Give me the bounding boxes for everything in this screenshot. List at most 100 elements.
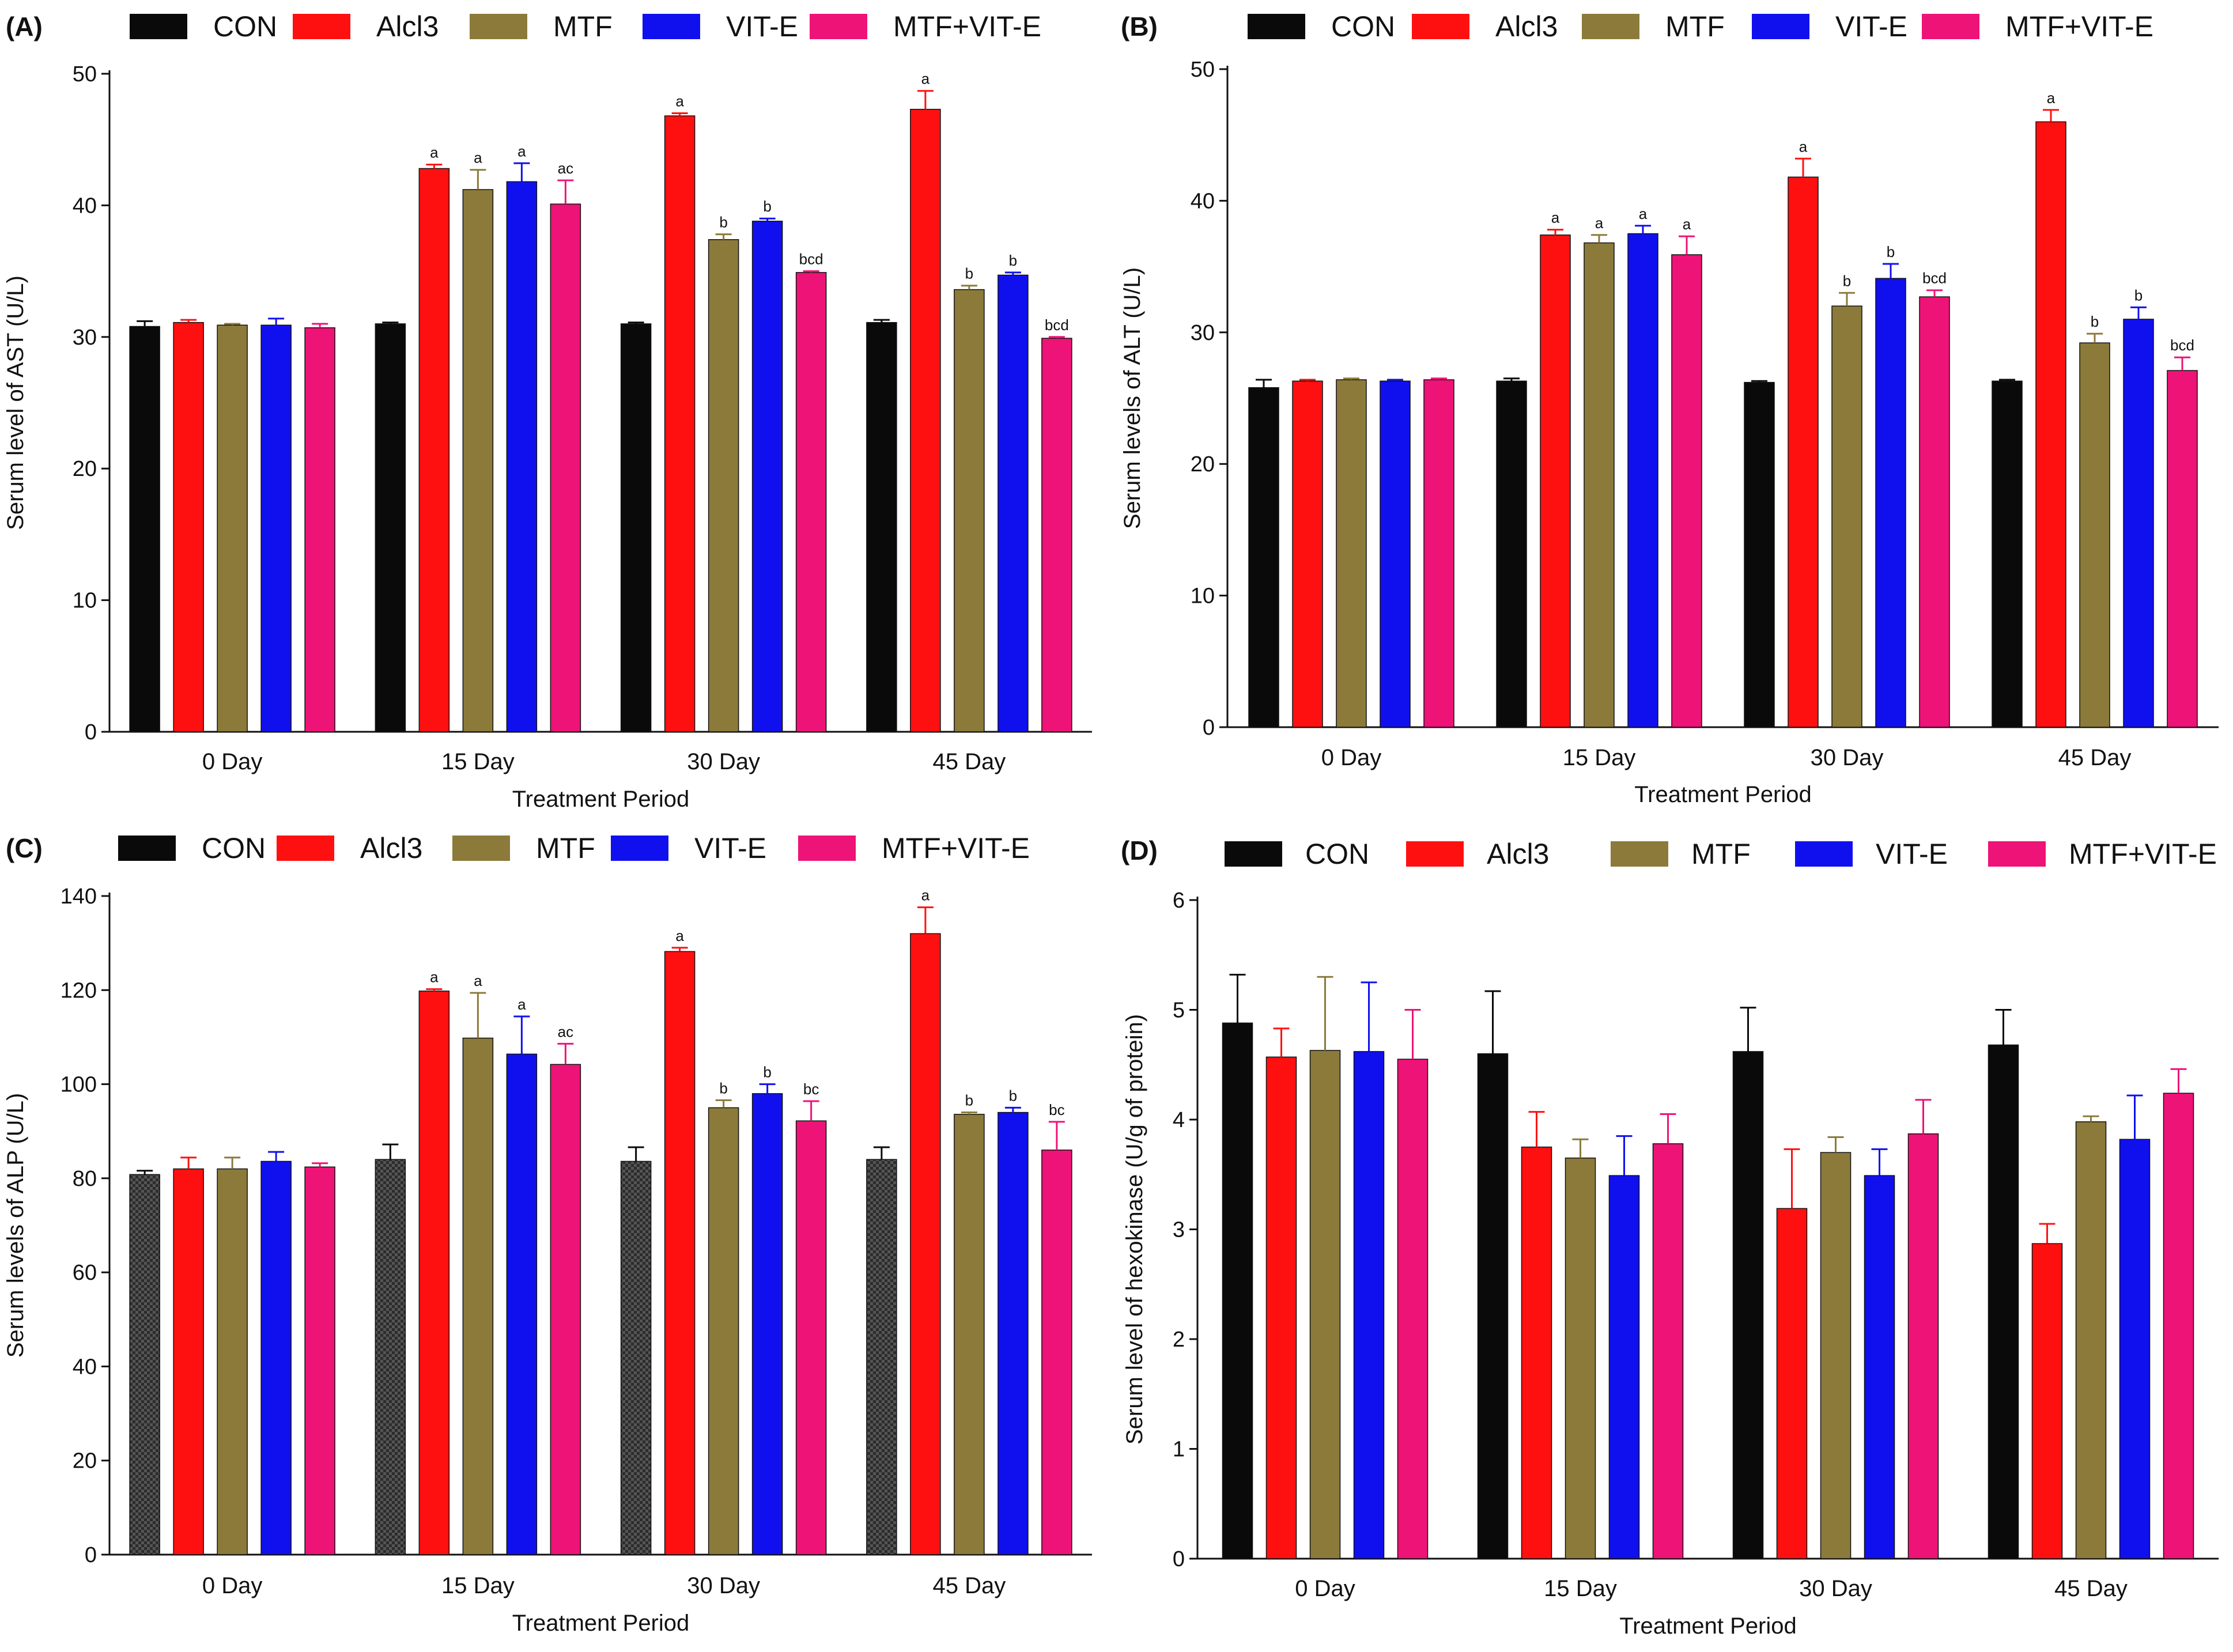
legend-swatch-3 [1795, 841, 1853, 867]
legend-swatch-3 [611, 836, 668, 861]
bar-mtf-vit-e [2167, 370, 2198, 728]
bar-mtf-vit-e [795, 1120, 827, 1555]
bar-vit-e [260, 324, 292, 732]
legend-label: VIT-E [726, 10, 798, 43]
y-tick-label: 20 [73, 457, 97, 481]
bar-alcl3 [2035, 121, 2066, 728]
legend-label: CON [213, 10, 277, 43]
bar-alcl3 [664, 951, 696, 1555]
bar-mtf-vit-e [795, 272, 827, 732]
significance-label: b [1843, 272, 1851, 289]
significance-label: a [517, 996, 526, 1013]
bar-vit-e [1875, 278, 1906, 728]
y-tick-label: 100 [61, 1073, 97, 1097]
legend-swatch-3 [643, 14, 700, 39]
legend-swatch-1 [293, 14, 350, 39]
legend-swatch-3 [1752, 14, 1809, 39]
y-tick-label: 40 [73, 1355, 97, 1379]
legend-swatch-1 [277, 836, 334, 861]
significance-label: b [2091, 313, 2099, 330]
bar-alcl3 [664, 115, 696, 732]
significance-label: a [1683, 216, 1691, 233]
bar-mtf-vit-e [1041, 338, 1072, 732]
significance-label: b [965, 265, 973, 282]
bar-alcl3 [910, 108, 941, 732]
bar-alcl3 [2031, 1243, 2063, 1559]
x-axis-title: Treatment Period [1619, 1613, 1797, 1639]
bar-mtf-vit-e [1907, 1133, 1939, 1559]
significance-label: b [719, 1079, 727, 1097]
y-tick-label: 20 [1191, 452, 1215, 477]
bar-vit-e [2123, 319, 2154, 728]
significance-label: a [474, 149, 482, 167]
significance-label: b [965, 1092, 973, 1109]
legend-swatch-2 [1582, 14, 1639, 39]
x-tick-label: 0 Day [202, 749, 263, 774]
bar-mtf [708, 239, 739, 732]
legend-swatch-4 [810, 14, 867, 39]
x-tick-label: 15 Day [1544, 1576, 1617, 1601]
y-tick-label: 40 [1191, 189, 1215, 213]
bar-alcl3 [1521, 1146, 1552, 1559]
y-tick-label: 4 [1173, 1108, 1185, 1132]
bar-vit-e [1380, 380, 1411, 728]
bar-alcl3 [910, 933, 941, 1555]
legend-swatch-0 [130, 14, 187, 39]
legend-swatch-4 [798, 836, 856, 861]
bar-mtf-vit-e [550, 1064, 581, 1555]
significance-label: a [1799, 138, 1808, 155]
significance-label: ac [558, 1023, 573, 1040]
legend-swatch-2 [470, 14, 527, 39]
bar-mtf-vit-e [1919, 296, 1950, 728]
significance-label: b [1009, 1087, 1017, 1104]
bar-alcl3 [418, 991, 450, 1555]
legend-swatch-0 [1225, 841, 1282, 867]
legend-swatch-1 [1406, 841, 1464, 867]
significance-label: bcd [1045, 316, 1069, 334]
y-tick-label: 1 [1173, 1438, 1185, 1462]
significance-label: bcd [2170, 337, 2194, 354]
significance-label: a [1639, 205, 1648, 222]
legend-label: Alcl3 [1487, 838, 1549, 870]
bar-con [1222, 1022, 1253, 1559]
significance-label: a [2047, 89, 2056, 107]
legend-label: CON [1331, 10, 1395, 43]
panel-c: (C) CON Alcl3 MTF VIT-E MTF+VIT-E 0 20 40 60 80 100… [3, 832, 1092, 1636]
bar-vit-e [998, 1112, 1029, 1555]
significance-label: b [719, 214, 727, 231]
legend-label: MTF [553, 10, 613, 43]
y-tick-label: 80 [73, 1167, 97, 1191]
bar-alcl3 [173, 322, 204, 732]
bar-mtf [1565, 1157, 1596, 1559]
x-tick-label: 15 Day [1563, 745, 1636, 770]
legend-label: MTF+VIT-E [893, 10, 1041, 43]
significance-label: bc [1049, 1101, 1064, 1118]
significance-label: a [675, 93, 684, 110]
bar-con [1992, 380, 2023, 728]
significance-label: a [430, 969, 439, 986]
bar-vit-e [506, 1053, 538, 1555]
panel-label: (D) [1121, 836, 1158, 865]
bar-con [375, 323, 406, 732]
panel-label: (A) [6, 12, 43, 41]
bar-con [1477, 1053, 1509, 1559]
y-tick-label: 5 [1173, 999, 1185, 1023]
x-tick-label: 0 Day [1321, 745, 1382, 770]
legend-label: CON [1305, 838, 1369, 870]
legend-swatch-0 [1248, 14, 1305, 39]
legend-swatch-4 [1922, 14, 1979, 39]
bar-mtf-vit-e [1423, 379, 1454, 728]
bar-alcl3 [1265, 1056, 1297, 1559]
y-tick-label: 20 [73, 1449, 97, 1473]
bar-alcl3 [1788, 176, 1819, 728]
y-axis-title: Serum level of AST (U/L) [3, 275, 28, 530]
bar-mtf [1336, 379, 1367, 728]
y-tick-label: 10 [1191, 584, 1215, 608]
bar-mtf [217, 324, 248, 732]
bar-vit-e [506, 181, 538, 732]
bar-con [620, 1160, 652, 1555]
legend-label: Alcl3 [360, 832, 422, 864]
y-axis-title: Serum levels of ALT (U/L) [1120, 267, 1145, 529]
bar-con [1988, 1044, 2019, 1559]
y-axis-title: Serum level of hexokinase (U/g of protei… [1122, 1014, 1147, 1445]
